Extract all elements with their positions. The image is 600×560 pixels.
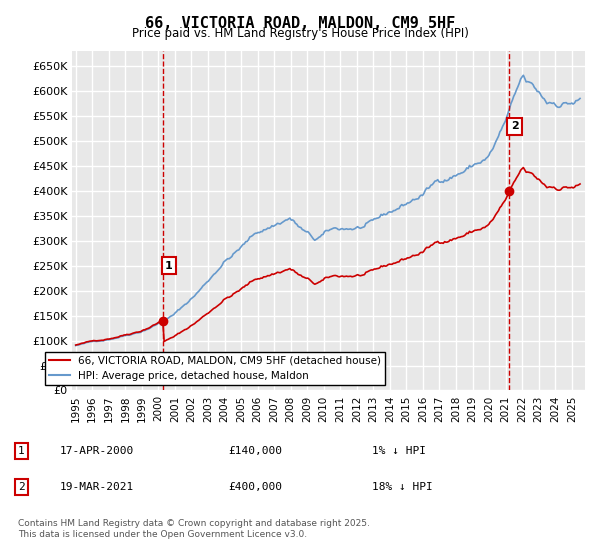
Text: 1: 1 [165, 261, 173, 271]
Text: £400,000: £400,000 [228, 482, 282, 492]
Legend: 66, VICTORIA ROAD, MALDON, CM9 5HF (detached house), HPI: Average price, detache: 66, VICTORIA ROAD, MALDON, CM9 5HF (deta… [44, 352, 385, 385]
Text: 1% ↓ HPI: 1% ↓ HPI [372, 446, 426, 456]
Text: £140,000: £140,000 [228, 446, 282, 456]
Text: 66, VICTORIA ROAD, MALDON, CM9 5HF: 66, VICTORIA ROAD, MALDON, CM9 5HF [145, 16, 455, 31]
Text: Contains HM Land Registry data © Crown copyright and database right 2025.
This d: Contains HM Land Registry data © Crown c… [18, 520, 370, 539]
Text: 2: 2 [18, 482, 25, 492]
Text: 18% ↓ HPI: 18% ↓ HPI [372, 482, 433, 492]
Text: Price paid vs. HM Land Registry's House Price Index (HPI): Price paid vs. HM Land Registry's House … [131, 27, 469, 40]
Text: 19-MAR-2021: 19-MAR-2021 [60, 482, 134, 492]
Text: 1: 1 [18, 446, 25, 456]
Text: 17-APR-2000: 17-APR-2000 [60, 446, 134, 456]
Text: 2: 2 [511, 121, 518, 131]
